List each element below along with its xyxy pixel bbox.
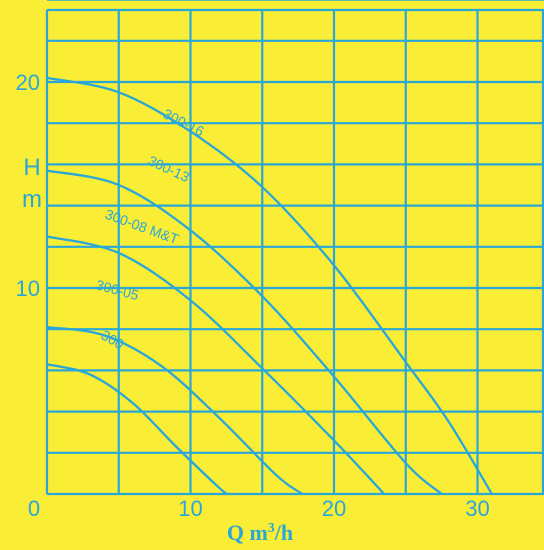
- x-axis-ticks: 0 10 20 30: [28, 496, 490, 521]
- x-tick-0: 0: [28, 496, 40, 521]
- x-axis-label-sup: 3: [268, 521, 275, 536]
- y-axis-ticks: 10 20: [16, 70, 40, 301]
- y-axis-label-m: m: [22, 186, 42, 213]
- curve-label-300-13: 300-13: [146, 152, 192, 185]
- curve-label-300-16: 300-16: [161, 105, 207, 139]
- x-tick-10: 10: [178, 496, 202, 521]
- y-axis-label-h: H: [23, 154, 40, 181]
- curve-300-16: [46, 76, 493, 495]
- grid: [45, 0, 544, 496]
- x-axis-label-tail: /h: [274, 520, 293, 545]
- x-axis-label: Q m3/h: [227, 520, 293, 545]
- curve-label-300: 300: [99, 327, 127, 353]
- x-tick-20: 20: [322, 496, 346, 521]
- curve-300: [46, 363, 229, 496]
- y-tick-20: 20: [16, 70, 40, 95]
- curve-label-300-05: 300-05: [94, 276, 140, 303]
- x-tick-30: 30: [465, 496, 489, 521]
- curve-300-05: [46, 326, 304, 495]
- y-tick-10: 10: [16, 276, 40, 301]
- curve-300-13: [46, 169, 443, 495]
- curve-label-300-08-m-t: 300-08 M&T: [103, 206, 181, 248]
- pump-curves: [46, 76, 493, 496]
- curve-300-08-m-t: [46, 235, 386, 495]
- x-axis-label-main: Q m: [227, 520, 268, 545]
